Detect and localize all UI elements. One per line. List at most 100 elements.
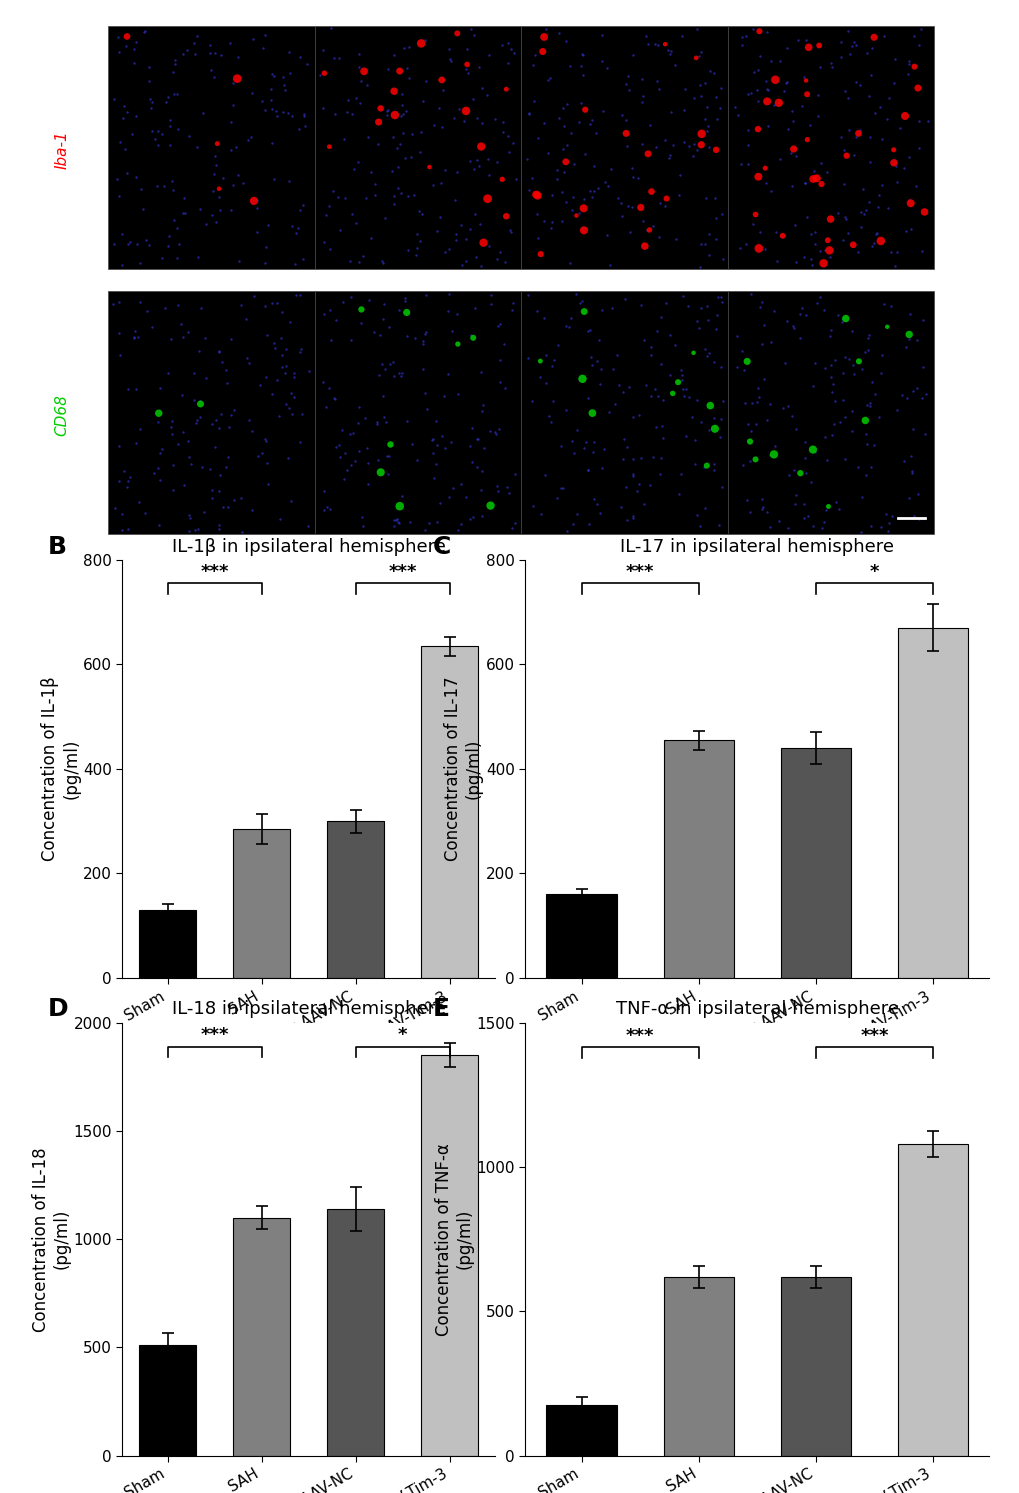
Point	[453, 252, 470, 276]
Point	[440, 299, 457, 322]
Point	[701, 394, 717, 418]
Point	[127, 378, 144, 402]
Point	[226, 399, 243, 423]
Point	[898, 387, 914, 411]
Point	[249, 197, 265, 221]
Point	[128, 166, 145, 190]
Point	[143, 97, 159, 121]
Point	[798, 128, 814, 152]
Point	[353, 311, 369, 334]
Point	[777, 70, 794, 94]
Point	[521, 100, 537, 124]
Point	[836, 172, 852, 196]
Point	[356, 60, 372, 84]
Point	[176, 187, 193, 211]
Point	[821, 324, 838, 348]
Point	[273, 355, 289, 379]
Point	[175, 202, 192, 225]
Point	[796, 430, 812, 454]
Point	[749, 376, 765, 400]
Point	[211, 479, 227, 503]
Point	[521, 102, 537, 125]
Point	[810, 55, 826, 79]
Point	[450, 97, 467, 121]
Point	[798, 28, 814, 52]
Point	[633, 293, 649, 317]
Point	[164, 178, 180, 202]
Point	[110, 290, 126, 314]
Point	[642, 384, 658, 408]
Point	[808, 166, 824, 190]
Point	[266, 336, 282, 360]
Point	[186, 42, 203, 66]
Point	[770, 91, 787, 115]
Point	[195, 102, 211, 125]
Point	[449, 382, 466, 406]
Point	[691, 45, 707, 69]
Point	[111, 343, 127, 367]
Point	[636, 234, 652, 258]
Point	[524, 494, 540, 518]
Bar	[421, 646, 477, 978]
Point	[705, 458, 721, 482]
Point	[565, 512, 581, 536]
Point	[696, 496, 712, 520]
Point	[162, 113, 178, 137]
Point	[534, 40, 550, 64]
Point	[630, 472, 646, 496]
Point	[367, 182, 383, 206]
Point	[440, 37, 457, 61]
Point	[865, 25, 881, 49]
Point	[621, 78, 637, 102]
Point	[806, 219, 822, 243]
Point	[576, 300, 592, 324]
Point	[804, 375, 820, 399]
Point	[574, 290, 590, 314]
Point	[878, 315, 895, 339]
Point	[418, 320, 434, 343]
Point	[743, 391, 759, 415]
Point	[708, 106, 725, 130]
Point	[379, 97, 395, 121]
Point	[595, 436, 611, 460]
Point	[163, 415, 179, 439]
Point	[113, 518, 129, 542]
Point	[686, 87, 702, 110]
Point	[333, 418, 350, 442]
Point	[698, 294, 714, 318]
Point	[380, 57, 396, 81]
Point	[855, 202, 871, 225]
Point	[152, 376, 168, 400]
Point	[399, 237, 416, 261]
Point	[120, 469, 137, 493]
Point	[211, 514, 227, 537]
Point	[258, 430, 274, 454]
Point	[393, 93, 410, 116]
Point	[166, 208, 182, 231]
Point	[237, 308, 254, 331]
Point	[601, 254, 618, 278]
Point	[636, 328, 652, 352]
Point	[579, 320, 595, 343]
Point	[366, 320, 382, 343]
Point	[884, 137, 901, 161]
Point	[739, 412, 755, 436]
Point	[473, 505, 489, 529]
Point	[462, 433, 478, 457]
Point	[853, 357, 869, 381]
Point	[555, 113, 572, 137]
Point	[388, 508, 405, 532]
Point	[624, 506, 640, 530]
Point	[879, 520, 896, 543]
Point	[274, 343, 290, 367]
Point	[765, 93, 782, 116]
Point	[832, 411, 848, 434]
Point	[745, 60, 761, 84]
Point	[692, 40, 708, 64]
Point	[400, 36, 417, 60]
Point	[475, 231, 491, 255]
Point	[393, 82, 410, 106]
Point	[818, 448, 835, 472]
Point	[415, 328, 431, 352]
Point	[116, 94, 132, 118]
